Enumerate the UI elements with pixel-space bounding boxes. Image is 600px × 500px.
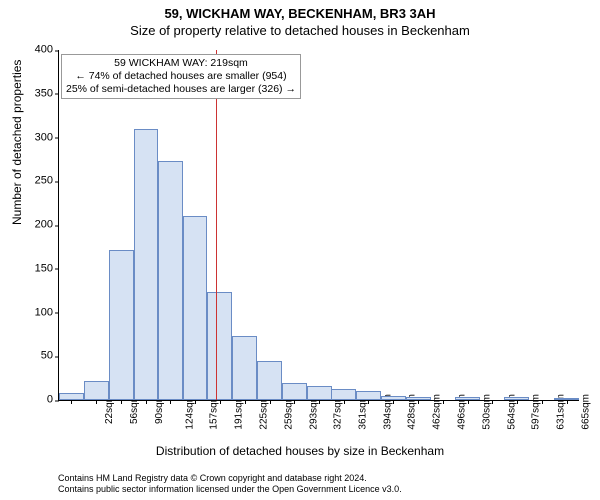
y-tick: 300 <box>23 132 53 143</box>
x-tick-mark <box>567 400 568 404</box>
histogram-bar <box>504 397 529 400</box>
annotation-line-3: 25% of semi-detached houses are larger (… <box>66 83 296 96</box>
x-tick-mark <box>468 400 469 404</box>
marker-line <box>216 50 217 400</box>
histogram-bar <box>59 393 84 400</box>
x-tick-label: 665sqm <box>581 394 591 430</box>
chart-title-sub: Size of property relative to detached ho… <box>0 21 600 38</box>
x-tick-mark <box>245 400 246 404</box>
plot-region: 05010015020025030035040022sqm56sqm90sqm1… <box>58 50 579 401</box>
y-tick: 50 <box>23 351 53 362</box>
histogram-bar <box>134 129 159 400</box>
x-tick-mark <box>344 400 345 404</box>
chart-title-main: 59, WICKHAM WAY, BECKENHAM, BR3 3AH <box>0 0 600 21</box>
y-tick: 0 <box>23 395 53 406</box>
y-tick: 400 <box>23 45 53 56</box>
x-axis-label: Distribution of detached houses by size … <box>0 444 600 458</box>
histogram-bar <box>282 383 307 401</box>
y-tick: 250 <box>23 176 53 187</box>
histogram-bar <box>406 397 431 401</box>
histogram-bar <box>158 161 183 400</box>
x-tick-mark <box>517 400 518 404</box>
footer-line-3: Contains public sector information licen… <box>58 484 402 496</box>
annotation-line-2: ← 74% of detached houses are smaller (95… <box>66 70 296 83</box>
chart-area: 05010015020025030035040022sqm56sqm90sqm1… <box>58 50 578 400</box>
footer-attribution: Contains HM Land Registry data © Crown c… <box>58 473 402 496</box>
histogram-bar <box>84 381 109 400</box>
x-tick-mark <box>270 400 271 404</box>
x-tick-mark <box>220 400 221 404</box>
histogram-bar <box>307 386 332 400</box>
y-axis-label: Number of detached properties <box>10 60 24 225</box>
x-tick-mark <box>542 400 543 404</box>
histogram-bar <box>232 336 257 400</box>
histogram-bar <box>554 398 579 400</box>
annotation-line-1: 59 WICKHAM WAY: 219sqm <box>66 57 296 70</box>
x-tick-mark <box>146 400 147 404</box>
histogram-bar <box>207 292 232 401</box>
x-tick-mark <box>170 400 171 404</box>
histogram-bar <box>356 391 381 400</box>
histogram-bar <box>109 250 134 401</box>
histogram-bar <box>331 389 356 400</box>
y-tick: 200 <box>23 220 53 231</box>
histogram-bar <box>257 361 282 400</box>
x-tick-mark <box>492 400 493 404</box>
x-tick-label: 597sqm <box>532 394 542 430</box>
x-tick-mark <box>418 400 419 404</box>
footer-line-1: Contains HM Land Registry data © Crown c… <box>58 473 402 485</box>
x-tick-mark <box>195 400 196 404</box>
x-tick-mark <box>71 400 72 404</box>
annotation-box: 59 WICKHAM WAY: 219sqm← 74% of detached … <box>61 54 301 99</box>
chart-container: 59, WICKHAM WAY, BECKENHAM, BR3 3AH Size… <box>0 0 600 500</box>
x-tick-mark <box>368 400 369 404</box>
y-tick: 350 <box>23 88 53 99</box>
x-tick-label: 462sqm <box>433 394 443 430</box>
x-tick-mark <box>319 400 320 404</box>
histogram-bar <box>455 397 480 401</box>
x-tick-mark <box>96 400 97 404</box>
histogram-bar <box>183 216 208 400</box>
y-tick: 100 <box>23 307 53 318</box>
y-tick: 150 <box>23 263 53 274</box>
x-tick-mark <box>294 400 295 404</box>
x-tick-mark <box>393 400 394 404</box>
x-tick-mark <box>121 400 122 404</box>
histogram-bar <box>381 396 406 400</box>
x-tick-mark <box>443 400 444 404</box>
